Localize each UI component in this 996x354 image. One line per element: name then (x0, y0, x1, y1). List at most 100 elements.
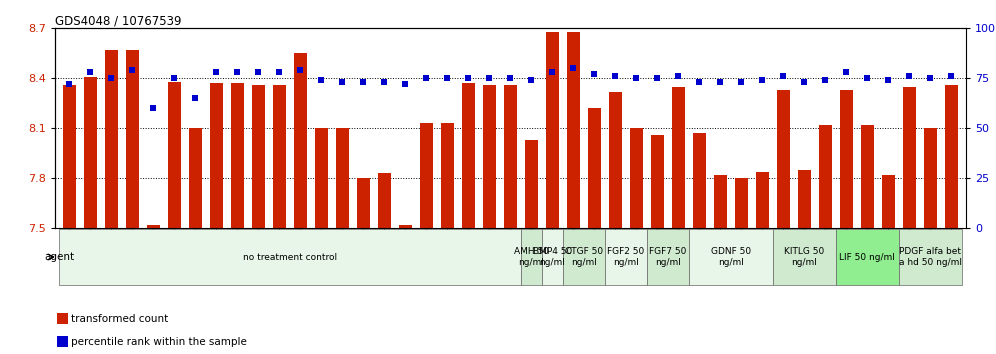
Point (208, 69, 224, 75)
Bar (440, 123, 454, 228)
Point (145, 105, 161, 111)
Text: GDS4048 / 10767539: GDS4048 / 10767539 (55, 14, 181, 27)
Bar (273, 85, 286, 228)
Bar (146, 225, 160, 228)
Bar (899, 229, 962, 285)
Point (439, 75, 455, 81)
Point (376, 80, 392, 85)
Point (880, 78, 896, 83)
Point (524, 78, 540, 83)
Point (860, 75, 875, 81)
Bar (252, 85, 265, 228)
Bar (819, 125, 833, 228)
Point (566, 65, 582, 71)
Text: FGF2 50
ng/ml: FGF2 50 ng/ml (608, 247, 644, 267)
Bar (315, 128, 329, 228)
Text: LIF 50 ng/ml: LIF 50 ng/ml (840, 252, 895, 262)
Bar (881, 175, 895, 228)
Point (83, 69, 99, 75)
Bar (84, 77, 98, 228)
Bar (59, 229, 521, 285)
Point (335, 80, 351, 85)
Bar (861, 125, 874, 228)
Bar (671, 87, 685, 228)
Bar (525, 140, 538, 228)
Bar (58, 313, 68, 324)
Point (922, 75, 938, 81)
Bar (461, 83, 475, 228)
Bar (377, 173, 391, 228)
Bar (689, 229, 773, 285)
Point (124, 68, 140, 73)
Bar (357, 178, 371, 228)
Point (293, 68, 309, 73)
Bar (188, 128, 202, 228)
Text: AMH 50
ng/ml: AMH 50 ng/ml (514, 247, 549, 267)
Text: BMP4 50
ng/ml: BMP4 50 ng/ml (533, 247, 572, 267)
Bar (756, 172, 769, 228)
Point (187, 96, 203, 101)
Point (314, 78, 330, 83)
Bar (713, 175, 727, 228)
Point (691, 80, 707, 85)
Bar (567, 32, 581, 228)
Point (670, 74, 686, 79)
Bar (63, 85, 77, 228)
Text: KITLG 50
ng/ml: KITLG 50 ng/ml (784, 247, 825, 267)
Text: FGF7 50
ng/ml: FGF7 50 ng/ml (649, 247, 686, 267)
Text: no treatment control: no treatment control (243, 252, 337, 262)
Point (797, 80, 813, 85)
Point (503, 75, 519, 81)
Bar (398, 225, 412, 228)
Bar (125, 50, 139, 228)
Bar (504, 85, 517, 228)
Text: agent: agent (44, 252, 75, 262)
Bar (231, 83, 244, 228)
Point (229, 69, 245, 75)
Bar (735, 178, 748, 228)
Point (104, 75, 120, 81)
Bar (647, 229, 689, 285)
Point (418, 75, 434, 81)
Point (166, 75, 182, 81)
Text: percentile rank within the sample: percentile rank within the sample (72, 337, 247, 347)
Point (943, 74, 959, 79)
Bar (944, 85, 958, 228)
Bar (546, 32, 560, 228)
Bar (336, 128, 350, 228)
Point (272, 69, 288, 75)
Point (754, 78, 770, 83)
Text: CTGF 50
ng/ml: CTGF 50 ng/ml (565, 247, 603, 267)
Point (776, 74, 792, 79)
Bar (840, 90, 854, 228)
Bar (650, 135, 664, 228)
Bar (542, 229, 563, 285)
Point (397, 81, 413, 87)
Bar (294, 53, 308, 228)
Bar (798, 170, 812, 228)
Bar (483, 85, 496, 228)
Point (649, 75, 665, 81)
Point (608, 74, 623, 79)
Bar (58, 336, 68, 348)
Point (733, 80, 749, 85)
Bar (563, 229, 605, 285)
Point (712, 80, 728, 85)
Point (545, 69, 561, 75)
Text: PDGF alfa bet
a hd 50 ng/ml: PDGF alfa bet a hd 50 ng/ml (899, 247, 962, 267)
Point (839, 69, 855, 75)
Bar (209, 83, 223, 228)
Point (818, 78, 834, 83)
Bar (167, 82, 181, 228)
Bar (605, 229, 647, 285)
Bar (923, 128, 937, 228)
Point (628, 75, 644, 81)
Text: transformed count: transformed count (72, 314, 168, 324)
Bar (588, 108, 602, 228)
Bar (629, 128, 643, 228)
Bar (773, 229, 836, 285)
Bar (692, 133, 706, 228)
Point (62, 81, 78, 87)
Point (460, 75, 476, 81)
Point (901, 74, 917, 79)
